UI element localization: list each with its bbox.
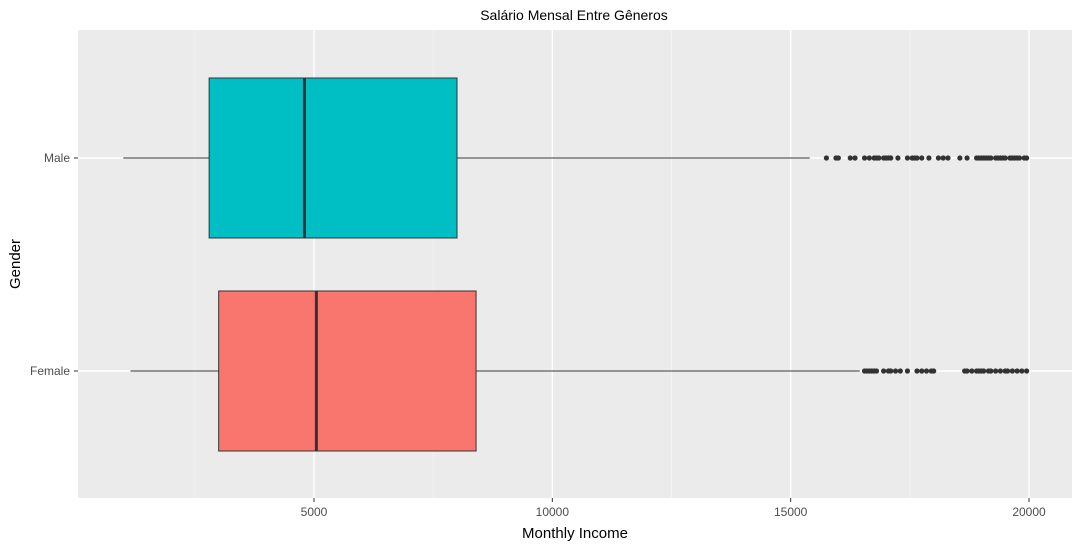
outlier-point: [1024, 368, 1030, 374]
outlier-point: [940, 155, 946, 161]
outlier-point: [873, 368, 880, 374]
x-tick-label: 5000: [301, 505, 328, 519]
outlier-point: [981, 368, 987, 374]
outlier-point: [888, 368, 894, 374]
box-female: [130, 290, 1030, 452]
outlier-point: [895, 155, 901, 161]
x-tick-label: 20000: [1012, 505, 1046, 519]
outlier-point: [892, 368, 899, 374]
outlier-point: [852, 155, 858, 161]
box-male: [123, 77, 1030, 239]
outlier-point: [935, 155, 942, 161]
outlier-point: [914, 155, 920, 161]
y-tick-label: Female: [30, 364, 70, 378]
x-axis-title: Monthly Income: [522, 525, 628, 542]
outlier-point: [847, 155, 853, 161]
outlier-point: [835, 155, 841, 161]
outlier-point: [866, 155, 872, 161]
outlier-point: [904, 368, 911, 374]
outlier-point: [1002, 155, 1008, 161]
x-tick-label: 15000: [774, 505, 808, 519]
outlier-point: [945, 155, 951, 161]
y-axis-title: Gender: [7, 239, 24, 289]
outlier-point: [1016, 155, 1023, 161]
outlier-point: [1019, 368, 1025, 374]
boxes-layer: [123, 77, 1030, 452]
outlier-point: [876, 155, 882, 161]
chart-title: Salário Mensal Entre Gêneros: [480, 7, 668, 23]
outlier-point: [919, 155, 925, 161]
y-axis: Male Female: [30, 151, 78, 378]
outlier-point: [919, 368, 925, 374]
outlier-point: [888, 155, 894, 161]
outlier-point: [897, 368, 903, 374]
outlier-point: [988, 368, 994, 374]
outlier-point: [988, 155, 994, 161]
outlier-point: [823, 155, 830, 161]
outlier-point: [964, 155, 970, 161]
outlier-point: [931, 368, 937, 374]
x-axis: 5000 10000 15000 20000: [301, 498, 1046, 519]
outlier-point: [993, 368, 999, 374]
outlier-point: [861, 155, 868, 161]
outlier-point: [997, 368, 1004, 374]
y-tick-label: Male: [44, 151, 70, 165]
outlier-point: [969, 368, 975, 374]
outlier-point: [926, 155, 932, 161]
outlier-point: [1009, 368, 1015, 374]
outlier-point: [1004, 368, 1011, 374]
outlier-point: [1024, 155, 1030, 161]
iqr-box: [218, 290, 477, 452]
outlier-point: [881, 368, 887, 374]
outlier-point: [914, 368, 920, 374]
outlier-point: [957, 155, 963, 161]
x-tick-label: 10000: [536, 505, 570, 519]
outlier-point: [1014, 368, 1020, 374]
outlier-point: [904, 155, 911, 161]
outlier-point: [923, 368, 930, 374]
outlier-point: [964, 368, 970, 374]
iqr-box: [208, 77, 458, 239]
